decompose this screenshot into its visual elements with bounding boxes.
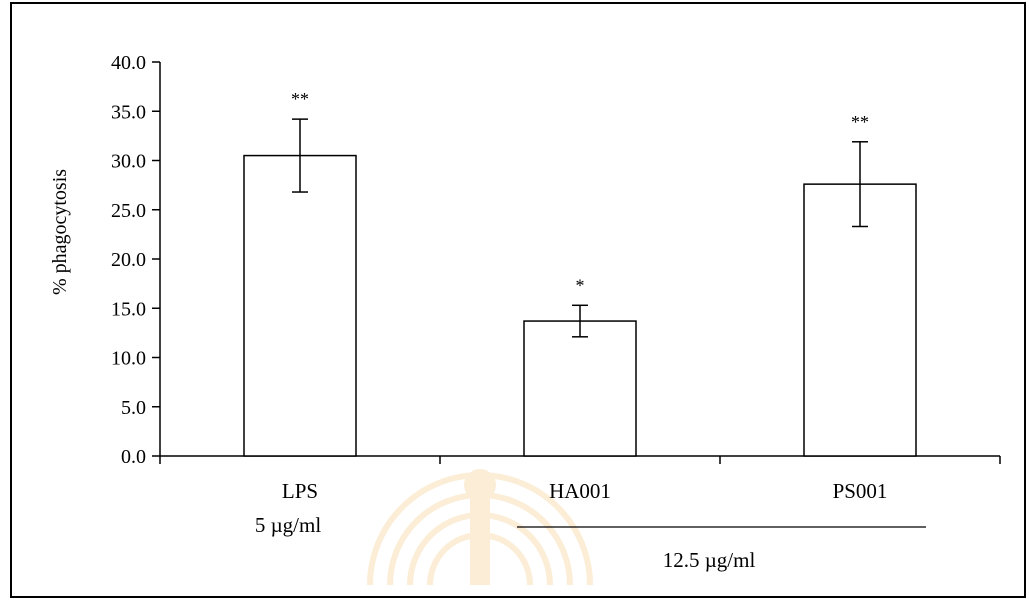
y-tick-label: 5.0 (121, 397, 146, 419)
y-tick-label: 0.0 (121, 446, 146, 468)
y-tick-label: 30.0 (111, 151, 146, 173)
y-tick-label: 10.0 (111, 348, 146, 370)
error-bars (292, 118, 868, 338)
category-labels: LPS HA001 PS001 (282, 479, 888, 503)
y-tick-label: 35.0 (111, 101, 146, 123)
y-axis-label: % phagocytosis (49, 169, 71, 295)
bars (243, 154, 917, 457)
y-tick-label: 15.0 (111, 298, 146, 320)
bar-lps (243, 154, 357, 457)
y-tick-label: 20.0 (111, 249, 146, 271)
category-label-ps001: PS001 (833, 479, 888, 503)
bar-ha001 (523, 320, 637, 457)
y-tick-label: 40.0 (111, 52, 146, 74)
significance-label-ha001: * (576, 275, 585, 295)
y-ticks: 0.0 5.0 10.0 15.0 20.0 25.0 30.0 35.0 40.0 (111, 52, 160, 468)
significance-label-lps: ** (291, 89, 309, 109)
bar-ps001 (803, 183, 917, 457)
group-concentration-label: 12.5 µg/ml (663, 548, 756, 572)
y-tick-label: 25.0 (111, 200, 146, 222)
category-label-ha001: HA001 (549, 479, 611, 503)
category-label-lps: LPS (282, 479, 318, 503)
watermark-seal (367, 469, 593, 586)
x-ticks (159, 456, 1001, 464)
lps-concentration-label: 5 µg/ml (255, 513, 322, 537)
significance-labels: ***** (291, 89, 869, 295)
significance-label-ps001: ** (851, 112, 869, 132)
